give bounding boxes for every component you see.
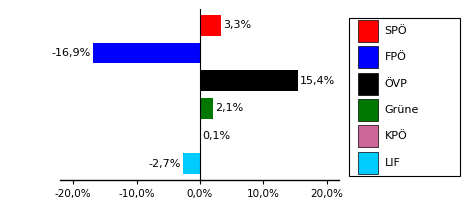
Text: ÖVP: ÖVP (385, 79, 407, 89)
Bar (358, 46, 378, 68)
Bar (358, 99, 378, 121)
Text: 0,1%: 0,1% (202, 131, 231, 141)
Bar (358, 125, 378, 147)
Bar (358, 20, 378, 42)
Bar (200, 98, 213, 119)
Bar (200, 70, 298, 91)
Text: KPÖ: KPÖ (385, 131, 407, 141)
Text: -2,7%: -2,7% (148, 159, 181, 169)
Text: Grüne: Grüne (385, 105, 419, 115)
Text: 15,4%: 15,4% (299, 76, 335, 86)
Text: 3,3%: 3,3% (223, 20, 251, 30)
Text: SPÖ: SPÖ (385, 26, 407, 36)
Bar (183, 153, 200, 174)
Bar (200, 15, 221, 36)
Text: -16,9%: -16,9% (52, 48, 91, 58)
Text: LIF: LIF (385, 158, 400, 168)
Bar (93, 43, 200, 63)
Text: 2,1%: 2,1% (215, 103, 243, 114)
Bar (358, 152, 378, 174)
Bar (358, 73, 378, 95)
Text: FPÖ: FPÖ (385, 52, 406, 62)
FancyBboxPatch shape (349, 18, 460, 176)
